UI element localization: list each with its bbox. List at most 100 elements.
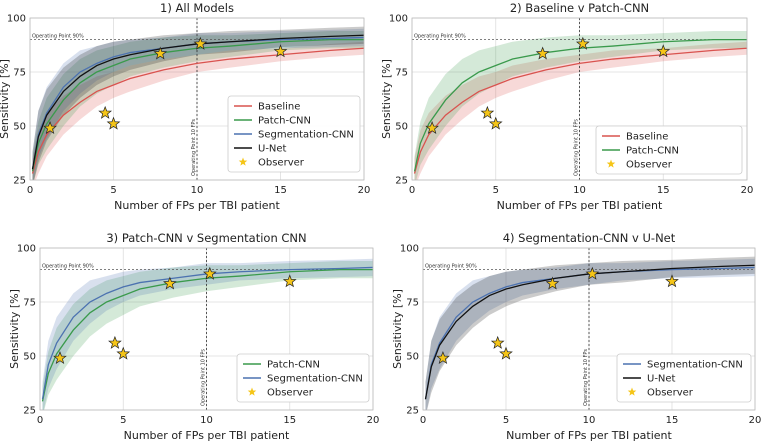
x-tick-label: 5	[503, 415, 509, 426]
observer-star-point	[116, 346, 131, 360]
x-tick-label: 0	[27, 185, 33, 196]
legend-entry-label: Segmentation-CNN	[267, 374, 363, 385]
x-axis-label: Number of FPs per TBI patient	[114, 199, 280, 212]
y-tick-label: 25	[406, 406, 419, 417]
operating-point-90-label: Operating Point 90%	[425, 264, 477, 270]
y-tick-label: 75	[406, 298, 419, 309]
y-tick-label: 100	[400, 244, 419, 255]
x-tick-label: 0	[409, 185, 415, 196]
chart-title: 3) Patch-CNN v Segmentation CNN	[106, 231, 306, 245]
y-tick-label: 75	[395, 68, 408, 79]
y-tick-label: 75	[13, 68, 26, 79]
y-axis-label: Sensitivity [%]	[0, 59, 11, 139]
observer-star-point	[575, 36, 590, 50]
legend-swatch-star	[606, 159, 616, 168]
legend-entry-label: Patch-CNN	[267, 360, 320, 371]
observer-star-point	[163, 276, 177, 290]
observer-star-point	[545, 276, 560, 290]
series-line-patch-cnn	[413, 38, 747, 172]
y-axis-label: Sensitivity [%]	[8, 289, 21, 369]
y-tick-label: 100	[17, 244, 36, 255]
legend-entry-label: Observer	[267, 388, 314, 399]
x-tick-label: 15	[657, 185, 670, 196]
observer-star-point	[53, 350, 67, 364]
confidence-band-segmentation-cnn	[32, 28, 364, 180]
x-tick-label: 10	[573, 185, 586, 196]
legend: Baseline Patch-CNN Segmentation-CNN U-Net Ob…	[227, 95, 361, 173]
x-tick-label: 10	[191, 185, 204, 196]
plot-content	[40, 248, 373, 410]
observer-star-point	[480, 105, 495, 119]
series-line-segmentation-cnn	[31, 36, 364, 170]
observer-star-point	[535, 46, 550, 60]
y-tick-label: 50	[395, 122, 408, 133]
operating-point-90-label: Operating Point 90%	[414, 34, 466, 40]
observer-star-point	[108, 335, 122, 349]
series-line-segmentation-cnn	[424, 266, 755, 400]
series-line-segmentation-cnn	[41, 266, 373, 400]
x-tick-label: 10	[583, 415, 596, 426]
x-tick-label: 15	[274, 185, 287, 196]
operating-point-10fp-label: Operating Point 10 FPs	[191, 119, 197, 176]
legend-entry-label: Baseline	[258, 102, 300, 113]
plot-frame	[411, 17, 748, 181]
observer-star-point	[43, 120, 57, 134]
x-axis-label: Number of FPs per TBI patient	[124, 429, 290, 442]
x-tick-label: 20	[358, 185, 371, 196]
legend-entry-label: U-Net	[647, 374, 676, 385]
legend-entry-label: Patch-CNN	[258, 116, 311, 127]
x-tick-label: 20	[741, 185, 754, 196]
chart-panel-3: Operating Point 90% Operating Point 10 FP…	[8, 231, 379, 442]
legend-swatch-star	[627, 387, 637, 396]
x-tick-label: 5	[110, 185, 116, 196]
series-line-u-net	[424, 264, 755, 400]
series-line-patch-cnn	[41, 268, 373, 402]
observer-star-point	[665, 274, 679, 288]
y-tick-label: 50	[23, 352, 36, 363]
confidence-band-baseline	[414, 41, 747, 180]
chart-panel-2: Operating Point 90% Operating Point 10 FP…	[380, 1, 753, 212]
y-tick-label: 25	[395, 176, 408, 187]
legend-entry-label: U-Net	[258, 144, 287, 155]
y-tick-label: 25	[13, 176, 26, 187]
y-tick-label: 50	[13, 122, 26, 133]
legend-entry-label: Baseline	[626, 132, 668, 143]
y-tick-label: 100	[389, 14, 408, 25]
legend: Baseline Patch-CNN Observer	[595, 125, 743, 175]
y-axis-label: Sensitivity [%]	[391, 289, 404, 369]
chart-title: 1) All Models	[160, 1, 234, 15]
legend-entry-label: Observer	[647, 388, 694, 399]
observer-star-point	[273, 44, 288, 58]
observer-star-point	[436, 350, 450, 364]
y-tick-label: 50	[406, 352, 419, 363]
chart-panel-1: Operating Point 90% Operating Point 10 FP…	[0, 1, 370, 212]
observer-star-point	[585, 266, 600, 280]
legend-swatch-star	[247, 387, 257, 396]
x-tick-label: 20	[749, 415, 762, 426]
chart-title: 2) Baseline v Patch-CNN	[510, 1, 649, 15]
observer-star-point	[490, 335, 505, 349]
observer-star-point	[193, 36, 208, 50]
observer-star-point	[98, 105, 113, 119]
confidence-band-segmentation-cnn	[425, 258, 755, 410]
x-tick-label: 5	[493, 185, 499, 196]
confidence-band-segmentation-cnn	[42, 258, 373, 410]
x-tick-label: 15	[283, 415, 296, 426]
confidence-band-baseline	[32, 41, 364, 180]
x-tick-label: 20	[367, 415, 380, 426]
x-axis-label: Number of FPs per TBI patient	[506, 429, 672, 442]
legend-entry-label: Patch-CNN	[626, 146, 679, 157]
legend-entry-label: Segmentation-CNN	[258, 130, 354, 141]
confidence-band-u-net	[425, 256, 755, 410]
x-tick-label: 15	[666, 415, 679, 426]
x-axis-label: Number of FPs per TBI patient	[497, 199, 663, 212]
y-tick-label: 75	[23, 298, 36, 309]
plot-frame	[422, 247, 756, 411]
legend-box	[227, 95, 361, 173]
confidence-band-patch-cnn	[42, 260, 373, 410]
observer-star-point	[656, 44, 671, 58]
observer-star-point	[153, 46, 168, 60]
legend: Patch-CNN Segmentation-CNN Observer	[236, 353, 370, 403]
operating-point-10fp-label: Operating Point 10 FPs	[583, 349, 589, 406]
